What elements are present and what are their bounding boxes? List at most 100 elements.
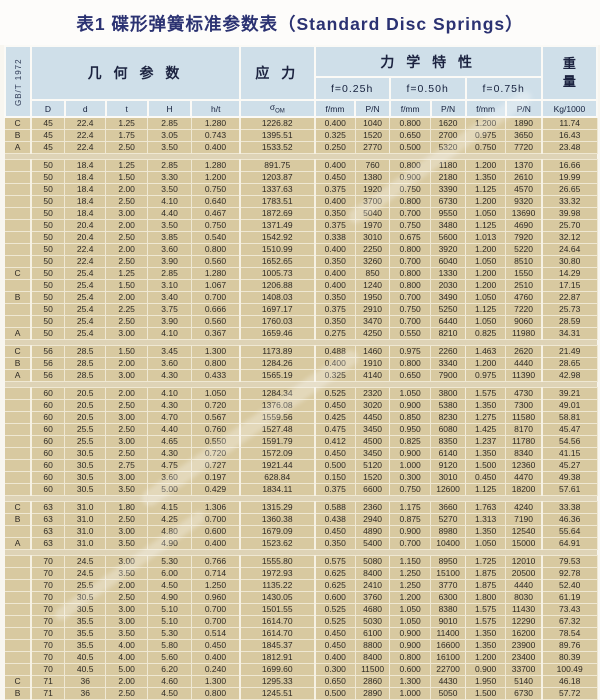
data-cell: 7920 [505,231,543,244]
data-cell: 0.900 [389,399,432,412]
data-cell: 0.375 [314,183,356,196]
data-cell: 0.550 [389,327,432,340]
data-cell: 3700 [355,195,391,208]
data-cell: 57.72 [541,687,598,700]
data-cell: 2.50 [105,255,149,268]
table-row: 60 30.5 2.50 4.30 0.720 1572.09 0.450 3450 0.900… [5,447,598,460]
data-cell: 5040 [355,207,391,220]
table-row: 60 20.5 2.00 4.10 1.050 1284.34 0.525 2320 1.050… [5,387,598,400]
data-cell: 5.10 [147,603,192,616]
series-class-cell: C [5,345,33,358]
data-cell: 7720 [505,141,543,154]
data-cell: 0.900 [389,171,432,184]
data-cell: 63 [31,525,66,538]
data-cell: 24.5 [64,555,107,568]
data-cell: 1652.65 [239,255,316,268]
table-row: 50 18.4 2.50 4.10 0.640 1783.51 0.400 3700 0.800… [5,195,598,208]
data-cell: 20.5 [64,411,107,424]
data-cell: 1.200 [465,267,507,280]
data-cell: 6300 [430,591,466,604]
data-cell: 12540 [505,525,543,538]
data-cell: 5.60 [147,651,192,664]
data-cell: 34.31 [541,327,598,340]
data-cell: 4890 [355,525,391,538]
data-cell: 1.050 [465,291,507,304]
data-cell: 0.714 [191,567,241,580]
data-cell: 5.00 [105,663,149,676]
data-cell: 73.43 [541,603,598,616]
data-cell: 2.50 [105,315,149,328]
series-class-cell: B [5,129,33,142]
table-row: B 71 36 2.50 4.50 0.800 1245.51 0.500 2890 1.000 5… [5,687,598,700]
data-cell: 61.19 [541,591,598,604]
data-cell: 30.5 [64,471,107,484]
data-cell: 2.50 [105,447,149,460]
column-header-t: t [104,99,149,118]
data-cell: 3.10 [147,279,192,292]
data-cell: 56 [31,357,66,370]
data-cell: 0.750 [389,303,432,316]
separator-cell [5,549,597,556]
data-cell: 1699.60 [239,663,316,676]
data-cell: 60 [31,459,66,472]
table-row: 60 25.5 3.00 4.65 0.550 1591.79 0.412 4500 0.825… [5,435,598,448]
data-cell: 1.250 [389,567,432,580]
series-class-cell [5,423,33,436]
data-cell: 12010 [505,555,543,568]
data-cell: 25.4 [64,303,107,316]
data-cell: 2320 [355,387,391,400]
data-cell: 0.525 [314,387,356,400]
series-class-cell [5,231,33,244]
data-cell: 70 [31,663,66,676]
data-cell: 11390 [505,369,543,382]
data-cell: 2.85 [147,117,192,130]
data-cell: 1565.19 [239,369,316,382]
data-cell: 0.800 [191,243,241,256]
data-cell: 0.450 [191,639,241,652]
data-cell: 1315.29 [239,501,316,514]
series-class-cell [5,159,33,172]
table-row: 60 30.5 3.50 5.00 0.429 1834.11 0.375 6600 0.750… [5,483,598,496]
data-cell: 1.050 [465,537,507,550]
data-cell: 0.675 [389,231,432,244]
data-cell: 0.700 [191,291,241,304]
data-cell: 1.800 [465,591,507,604]
data-cell: 2.50 [105,141,149,154]
data-cell: 1614.70 [239,615,316,628]
data-cell: 1.950 [465,675,507,688]
table-row: 60 30.5 3.00 3.60 0.197 628.84 0.150 1520 0.300 3… [5,471,598,484]
data-cell: 1.500 [465,459,507,472]
data-cell: 1337.63 [239,183,316,196]
data-cell: 0.900 [465,663,507,676]
data-cell: 4.65 [147,435,192,448]
data-cell: 1.200 [465,159,507,172]
data-cell: 0.900 [389,525,432,538]
data-cell: 1.275 [465,411,507,424]
data-cell: 1890 [505,117,543,130]
data-cell: 0.475 [314,423,356,436]
table-row: 70 35.5 3.50 5.30 0.514 1614.70 0.450 6100 0.900… [5,627,598,640]
data-cell: 3.00 [105,411,149,424]
data-cell: 0.800 [389,267,432,280]
series-class-cell [5,243,33,256]
data-cell: 50 [31,255,66,268]
data-cell: 1.575 [465,615,507,628]
table-row: B 56 28.5 2.00 3.60 0.800 1284.26 0.400 1910 0.80… [5,357,598,370]
data-cell: 15100 [430,567,466,580]
data-cell: 6100 [355,627,391,640]
data-cell: 0.375 [314,303,356,316]
data-cell: 8350 [430,435,466,448]
data-cell: 1760.03 [239,315,316,328]
data-cell: 1.425 [465,423,507,436]
data-cell: 11500 [355,663,391,676]
data-cell: 1510.99 [239,243,316,256]
data-cell: 0.560 [191,315,241,328]
series-class-cell [5,483,33,496]
data-cell: 0.800 [389,159,432,172]
table-row: C 50 25.4 1.25 2.85 1.280 1005.73 0.400 850 0.800… [5,267,598,280]
data-cell: 18.4 [64,171,107,184]
data-cell: 9060 [505,315,543,328]
data-cell: 50 [31,327,66,340]
data-cell: 3.00 [105,207,149,220]
data-cell: 16100 [430,651,466,664]
